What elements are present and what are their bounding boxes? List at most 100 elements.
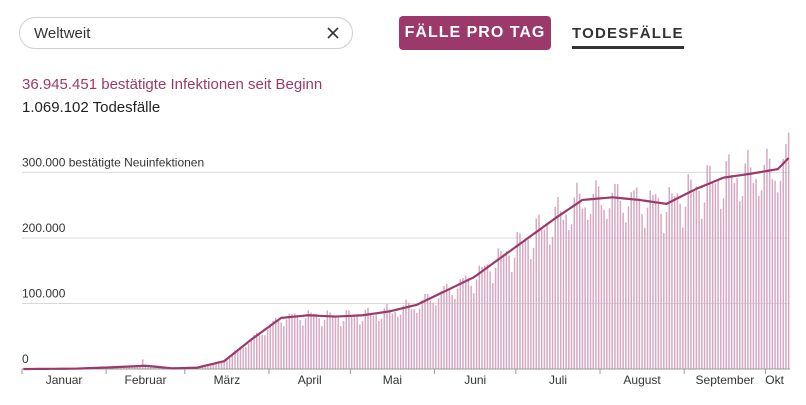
- bar: [497, 248, 500, 369]
- bar: [714, 183, 717, 369]
- bar: [302, 325, 304, 369]
- bar: [340, 326, 342, 369]
- bar: [445, 283, 448, 369]
- bar: [315, 314, 318, 369]
- bar: [728, 154, 730, 369]
- bar: [654, 194, 657, 369]
- bar: [549, 244, 551, 369]
- bar: [758, 195, 760, 369]
- bar: [608, 208, 611, 369]
- bar: [331, 315, 334, 369]
- bar: [755, 178, 757, 369]
- bar: [698, 190, 700, 369]
- bar: [402, 305, 405, 369]
- bar: [635, 187, 638, 369]
- bar: [492, 283, 494, 369]
- bar: [606, 218, 608, 369]
- bar: [226, 360, 228, 369]
- bar: [768, 158, 771, 369]
- x-tick-label: Okt: [765, 373, 784, 387]
- bar: [543, 229, 546, 369]
- close-icon[interactable]: [324, 24, 342, 42]
- bar: [391, 313, 394, 369]
- bar: [299, 320, 301, 369]
- bar: [557, 197, 559, 369]
- bar: [218, 362, 220, 369]
- bar: [448, 289, 451, 369]
- bar: [337, 317, 339, 369]
- bar: [318, 318, 320, 369]
- bar: [535, 218, 538, 369]
- bar: [676, 193, 679, 369]
- bar: [611, 192, 613, 369]
- bar: [440, 290, 443, 369]
- bar: [760, 190, 763, 369]
- y-tick-label: 200.000: [22, 221, 66, 235]
- bar: [342, 321, 345, 369]
- bar: [136, 365, 139, 369]
- bar: [258, 334, 261, 369]
- bar: [274, 317, 277, 369]
- bar: [530, 259, 532, 369]
- bar: [239, 349, 242, 369]
- bar: [264, 335, 266, 369]
- bar: [394, 312, 396, 369]
- bar: [125, 366, 128, 369]
- bar: [443, 286, 445, 369]
- bar: [207, 365, 209, 369]
- bar: [625, 222, 627, 369]
- x-tick-label: März: [214, 373, 241, 387]
- bar: [467, 278, 470, 369]
- search-input[interactable]: [34, 18, 324, 48]
- bar: [787, 132, 790, 369]
- bar: [250, 338, 253, 369]
- bar: [709, 165, 711, 369]
- bar: [470, 285, 472, 369]
- bar: [353, 316, 356, 369]
- bar: [559, 211, 562, 369]
- bar: [720, 208, 722, 369]
- bar: [139, 365, 141, 369]
- bar: [562, 219, 565, 369]
- bar: [725, 161, 727, 369]
- bar: [747, 149, 749, 369]
- bar: [627, 206, 630, 369]
- bar: [307, 310, 310, 369]
- bar: [673, 196, 676, 369]
- bar: [730, 175, 733, 369]
- bar: [280, 322, 282, 369]
- x-tick-label: Januar: [46, 373, 83, 387]
- bar: [616, 184, 619, 369]
- bar: [565, 214, 567, 369]
- bar: [511, 272, 513, 369]
- bar: [147, 366, 149, 369]
- x-tick-label: September: [696, 373, 755, 387]
- bar: [348, 310, 350, 369]
- bar: [722, 198, 725, 369]
- bar: [380, 318, 383, 369]
- bar: [532, 247, 535, 369]
- bar: [256, 332, 258, 369]
- bar: [237, 348, 239, 369]
- bar: [663, 233, 665, 369]
- bar: [668, 187, 670, 369]
- bar: [277, 319, 280, 369]
- cases-per-day-button[interactable]: FÄLLE PRO TAG: [399, 16, 551, 50]
- bar: [687, 174, 689, 369]
- bar: [638, 198, 641, 369]
- bar: [521, 242, 524, 369]
- search-box[interactable]: [19, 17, 353, 49]
- bar: [671, 193, 673, 369]
- bar: [397, 317, 399, 369]
- bar: [369, 313, 372, 369]
- bar: [494, 267, 497, 369]
- bar: [350, 315, 353, 369]
- bar: [144, 365, 147, 369]
- bar: [622, 212, 624, 369]
- deaths-tab[interactable]: TODESFÄLLE: [572, 24, 684, 49]
- bar: [733, 183, 736, 369]
- bar: [475, 279, 478, 369]
- bar: [741, 195, 744, 369]
- bar: [345, 310, 348, 369]
- bar: [749, 167, 752, 369]
